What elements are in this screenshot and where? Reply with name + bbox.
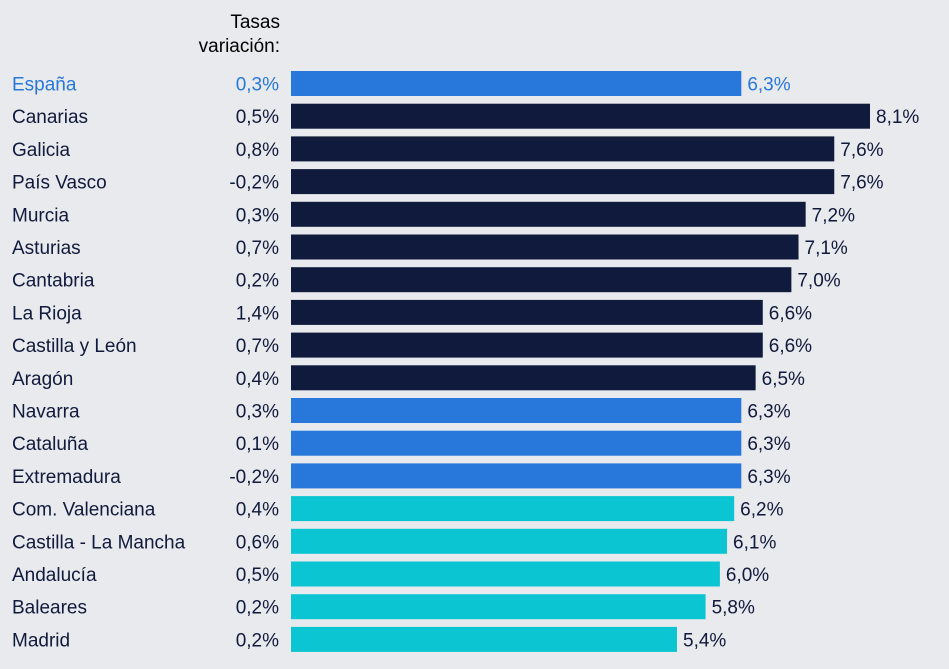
bar-aragon bbox=[291, 365, 756, 391]
bar-castilla-y-leon bbox=[291, 332, 763, 358]
bar-canarias bbox=[291, 103, 870, 129]
variation-rate-cataluna: 0,1% bbox=[236, 434, 279, 455]
value-label-castilla-y-leon: 6,6% bbox=[769, 336, 812, 357]
bar-baleares bbox=[291, 594, 706, 620]
bar-galicia bbox=[291, 136, 835, 162]
bar-pais-vasco bbox=[291, 169, 835, 195]
variation-rate-pais-vasco: -0,2% bbox=[229, 173, 279, 194]
category-label-cantabria: Cantabria bbox=[12, 271, 95, 292]
variation-rate-murcia: 0,3% bbox=[236, 205, 279, 226]
row-castilla-la-mancha: Castilla - La Mancha 0,6% 6,1% bbox=[12, 528, 776, 554]
row-madrid: Madrid 0,2% 5,4% bbox=[12, 626, 726, 652]
bar-castilla-la-mancha bbox=[291, 528, 728, 554]
value-label-la-rioja: 6,6% bbox=[769, 303, 812, 324]
row-canarias: Canarias 0,5% 8,1% bbox=[12, 103, 919, 129]
row-navarra: Navarra 0,3% 6,3% bbox=[12, 398, 791, 423]
variation-rate-cantabria: 0,2% bbox=[236, 271, 279, 292]
row-galicia: Galicia 0,8% 7,6% bbox=[12, 136, 884, 162]
value-label-murcia: 7,2% bbox=[812, 205, 855, 226]
bar-cataluna bbox=[291, 430, 742, 456]
value-label-pais-vasco: 7,6% bbox=[840, 173, 883, 194]
variation-rate-madrid: 0,2% bbox=[236, 630, 279, 651]
value-label-castilla-la-mancha: 6,1% bbox=[733, 532, 776, 553]
category-label-la-rioja: La Rioja bbox=[12, 303, 82, 324]
value-label-aragon: 6,5% bbox=[762, 369, 805, 390]
category-label-andalucia: Andalucía bbox=[12, 565, 97, 586]
row-asturias: Asturias 0,7% 7,1% bbox=[12, 234, 848, 260]
header-line-2: variación: bbox=[199, 36, 280, 57]
variation-rate-la-rioja: 1,4% bbox=[236, 303, 279, 324]
bar-cantabria bbox=[291, 267, 792, 293]
bar-com-valenciana bbox=[291, 496, 735, 522]
chart-rows: España 0,3% 6,3% Canarias 0,5% 8,1% Galicia 0,8… bbox=[12, 71, 919, 652]
bar-murcia bbox=[291, 201, 806, 227]
category-label-aragon: Aragón bbox=[12, 369, 73, 390]
category-label-madrid: Madrid bbox=[12, 630, 70, 651]
row-com-valenciana: Com. Valenciana 0,4% 6,2% bbox=[12, 496, 784, 522]
header-line-1: Tasas bbox=[230, 12, 280, 33]
value-label-cataluna: 6,3% bbox=[747, 434, 790, 455]
value-label-andalucia: 6,0% bbox=[726, 565, 769, 586]
row-aragon: Aragón 0,4% 6,5% bbox=[12, 365, 805, 391]
variation-rate-canarias: 0,5% bbox=[236, 107, 279, 128]
bar-andalucia bbox=[291, 561, 720, 587]
category-label-castilla-y-leon: Castilla y León bbox=[12, 336, 137, 357]
category-label-navarra: Navarra bbox=[12, 402, 80, 423]
variation-rate-navarra: 0,3% bbox=[236, 402, 279, 423]
bar-madrid bbox=[291, 626, 677, 652]
category-label-baleares: Baleares bbox=[12, 598, 87, 619]
value-label-baleares: 5,8% bbox=[712, 598, 755, 619]
variation-rate-aragon: 0,4% bbox=[236, 369, 279, 390]
category-label-extremadura: Extremadura bbox=[12, 467, 121, 488]
bar-extremadura bbox=[291, 463, 742, 489]
variation-rate-com-valenciana: 0,4% bbox=[236, 500, 279, 521]
bar-navarra bbox=[291, 398, 742, 423]
row-la-rioja: La Rioja 1,4% 6,6% bbox=[12, 299, 812, 325]
bar-la-rioja bbox=[291, 299, 763, 325]
variation-rate-castilla-la-mancha: 0,6% bbox=[236, 532, 279, 553]
bar-espana bbox=[291, 71, 742, 96]
category-label-espana: España bbox=[12, 75, 77, 96]
variation-rate-baleares: 0,2% bbox=[236, 598, 279, 619]
value-label-espana: 6,3% bbox=[747, 75, 790, 96]
row-murcia: Murcia 0,3% 7,2% bbox=[12, 201, 855, 227]
row-castilla-y-leon: Castilla y León 0,7% 6,6% bbox=[12, 332, 812, 358]
row-cataluna: Cataluña 0,1% 6,3% bbox=[12, 430, 791, 456]
value-label-galicia: 7,6% bbox=[840, 140, 883, 161]
category-label-murcia: Murcia bbox=[12, 205, 69, 226]
row-pais-vasco: País Vasco -0,2% 7,6% bbox=[12, 169, 884, 195]
category-label-cataluna: Cataluña bbox=[12, 434, 88, 455]
row-andalucia: Andalucía 0,5% 6,0% bbox=[12, 561, 769, 587]
bar-asturias bbox=[291, 234, 799, 260]
category-label-com-valenciana: Com. Valenciana bbox=[12, 500, 156, 521]
row-baleares: Baleares 0,2% 5,8% bbox=[12, 594, 755, 620]
category-label-castilla-la-mancha: Castilla - La Mancha bbox=[12, 532, 186, 553]
row-cantabria: Cantabria 0,2% 7,0% bbox=[12, 267, 841, 293]
value-label-asturias: 7,1% bbox=[805, 238, 848, 259]
row-extremadura: Extremadura -0,2% 6,3% bbox=[12, 463, 791, 489]
value-label-extremadura: 6,3% bbox=[747, 467, 790, 488]
row-espana: España 0,3% 6,3% bbox=[12, 71, 791, 96]
value-label-madrid: 5,4% bbox=[683, 630, 726, 651]
value-label-navarra: 6,3% bbox=[747, 402, 790, 423]
variation-rate-andalucia: 0,5% bbox=[236, 565, 279, 586]
variation-rate-galicia: 0,8% bbox=[236, 140, 279, 161]
category-label-galicia: Galicia bbox=[12, 140, 71, 161]
category-label-pais-vasco: País Vasco bbox=[12, 173, 107, 194]
variation-rate-extremadura: -0,2% bbox=[229, 467, 279, 488]
category-label-asturias: Asturias bbox=[12, 238, 81, 259]
variation-rate-espana: 0,3% bbox=[236, 75, 279, 96]
value-label-com-valenciana: 6,2% bbox=[740, 500, 783, 521]
value-label-cantabria: 7,0% bbox=[797, 271, 840, 292]
value-label-canarias: 8,1% bbox=[876, 107, 919, 128]
category-label-canarias: Canarias bbox=[12, 107, 88, 128]
variation-rate-asturias: 0,7% bbox=[236, 238, 279, 259]
variation-rate-castilla-y-leon: 0,7% bbox=[236, 336, 279, 357]
